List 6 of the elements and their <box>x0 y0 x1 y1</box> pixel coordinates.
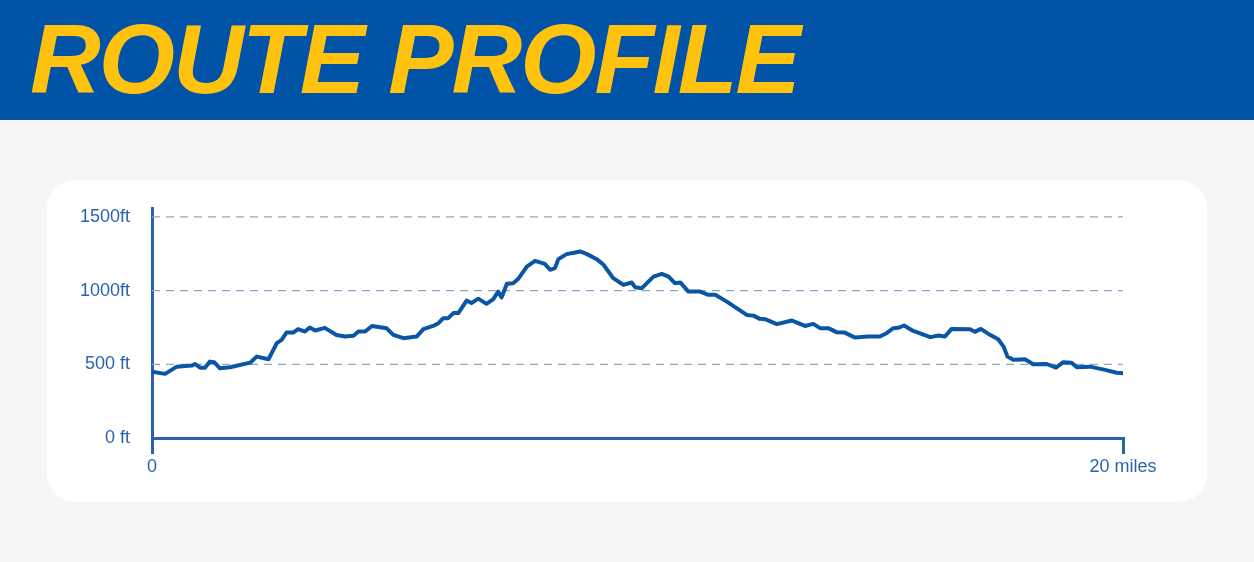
y-tick-label: 500 ft <box>84 353 130 374</box>
x-tick-label: 0 <box>146 455 158 476</box>
y-tick-label: 0 ft <box>104 426 130 447</box>
y-tick-label: 1000ft <box>79 279 130 300</box>
x-tick-label: 20 miles <box>1089 455 1157 476</box>
y-tick-label: 1500ft <box>79 205 130 226</box>
